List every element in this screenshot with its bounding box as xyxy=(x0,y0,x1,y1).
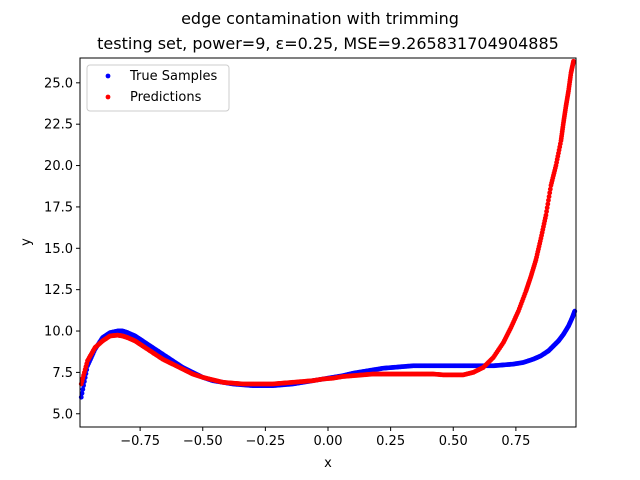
x-tick-label: 0.25 xyxy=(376,434,405,449)
series-1 xyxy=(78,58,576,387)
legend-box xyxy=(86,64,230,112)
y-tick-label: 20.0 xyxy=(44,159,73,174)
point-1-421 xyxy=(546,194,552,199)
y-tick-label: 7.5 xyxy=(52,366,73,381)
legend-marker-predictions xyxy=(105,94,111,100)
legend-label-predictions: Predictions xyxy=(130,90,202,105)
x-tick-label: 0.50 xyxy=(439,434,468,449)
point-1-480 xyxy=(571,58,576,64)
legend: True Samples Predictions xyxy=(86,64,230,112)
chart-title: edge contamination with trimming xyxy=(181,9,459,28)
scatter-marks xyxy=(78,58,578,400)
point-0-1 xyxy=(79,390,85,396)
y-tick-label: 12.5 xyxy=(44,283,73,298)
x-tick-label: 0.00 xyxy=(314,434,343,449)
point-1-423 xyxy=(547,186,553,192)
point-0-2 xyxy=(80,386,86,392)
y-tick-label: 22.5 xyxy=(44,118,73,133)
chart-subtitle: testing set, power=9, ε=0.25, MSE=9.2658… xyxy=(97,34,559,53)
y-tick-label: 5.0 xyxy=(52,407,73,422)
y-tick-label: 15.0 xyxy=(44,242,73,257)
point-1-419 xyxy=(545,201,551,207)
y-tick-label: 10.0 xyxy=(44,325,73,340)
y-axis-label: y xyxy=(19,238,34,246)
point-1-418 xyxy=(544,205,550,211)
y-tick-label: 25.0 xyxy=(44,76,73,91)
x-axis-label: x xyxy=(324,456,332,471)
y-axis-ticks: 5.0 7.5 10.0 12.5 15.0 17.5 20.0 22.5 25.0 xyxy=(44,76,80,422)
x-tick-label: 0.75 xyxy=(501,434,530,449)
x-tick-label: −0.75 xyxy=(120,434,160,449)
point-1-420 xyxy=(546,197,551,203)
legend-marker-true-samples xyxy=(105,73,111,79)
legend-label-true-samples: True Samples xyxy=(129,69,217,84)
x-tick-label: −0.25 xyxy=(245,434,285,449)
x-axis-ticks: −0.75 −0.50 −0.25 0.00 0.25 0.50 0.75 xyxy=(120,427,530,449)
x-tick-label: −0.50 xyxy=(183,434,223,449)
point-1-417 xyxy=(544,209,549,214)
y-tick-label: 17.5 xyxy=(44,200,73,215)
point-1-422 xyxy=(547,190,553,196)
point-1-416 xyxy=(543,212,549,218)
